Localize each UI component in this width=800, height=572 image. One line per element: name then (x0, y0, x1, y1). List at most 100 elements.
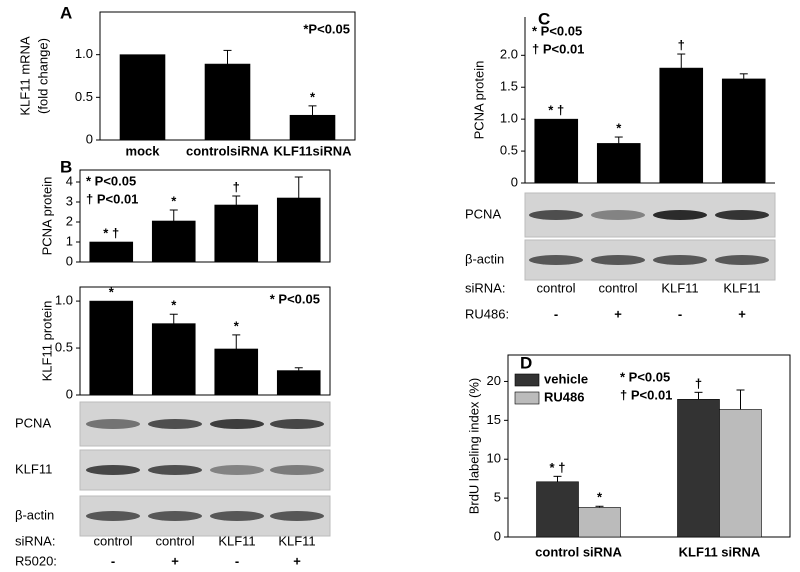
y-tick-label: 1.0 (75, 46, 93, 61)
condition-value: control (155, 533, 194, 548)
bar (204, 63, 251, 141)
y-tick-label: 1 (66, 233, 73, 248)
y-tick-label: 20 (487, 373, 501, 388)
y-axis-label: KLF11 protein (39, 301, 54, 382)
bar (89, 300, 134, 396)
bar (659, 67, 704, 184)
bar (151, 220, 196, 263)
x-tick-label: KLF11siRNA (273, 143, 352, 158)
condition-value: KLF11 (723, 280, 760, 295)
significance-marker: * (597, 490, 603, 505)
annotation: * P<0.05 (620, 369, 670, 384)
y-tick-label: 0 (66, 253, 73, 268)
condition-value: KLF11 (278, 533, 315, 548)
blot-band (653, 210, 707, 220)
blot-row-label: β-actin (15, 507, 54, 522)
bar (596, 143, 641, 184)
blot-band (86, 511, 140, 521)
blot-band (210, 465, 264, 475)
significance-marker: * (109, 285, 115, 300)
plot-frame (79, 286, 331, 396)
blot-band (529, 255, 583, 265)
bar (151, 323, 196, 396)
blot-band (270, 465, 324, 475)
bar (119, 54, 166, 141)
y-axis-label: KLF11 mRNA (17, 36, 32, 116)
condition-value: control (598, 280, 637, 295)
y-tick-label: 10 (487, 451, 501, 466)
condition-value: - (678, 306, 682, 321)
y-axis-label: (fold change) (35, 38, 50, 114)
panel-label: B (60, 157, 72, 176)
y-tick-label: 2 (66, 213, 73, 228)
annotation: *P<0.05 (303, 21, 350, 36)
legend-swatch (514, 391, 540, 405)
x-tick-label: control siRNA (535, 544, 622, 559)
significance-marker: * (171, 298, 177, 313)
blot-band (715, 255, 769, 265)
blot-band (86, 419, 140, 429)
significance-marker: † (233, 179, 240, 194)
bar (214, 204, 259, 263)
bar (89, 241, 134, 263)
condition-value: KLF11 (218, 533, 255, 548)
bar (276, 197, 321, 263)
y-tick-label: 4 (66, 173, 73, 188)
annotation: * P<0.05 (270, 291, 320, 306)
bar (534, 118, 579, 184)
bar (721, 78, 766, 184)
y-tick-label: 0.5 (75, 89, 93, 104)
blot-band (653, 255, 707, 265)
annotation: * P<0.05 (86, 173, 136, 188)
significance-marker: † (678, 37, 685, 52)
blot-band (210, 511, 264, 521)
condition-label: siRNA: (15, 533, 55, 548)
blot-band (715, 210, 769, 220)
condition-label: siRNA: (465, 280, 505, 295)
condition-value: + (614, 306, 622, 321)
y-tick-label: 0.5 (500, 143, 518, 158)
y-tick-label: 1.0 (55, 293, 73, 308)
condition-value: - (554, 306, 558, 321)
blot-band (148, 465, 202, 475)
panel-label: D (520, 353, 532, 372)
condition-label: RU486: (465, 306, 509, 321)
y-tick-label: 3 (66, 193, 73, 208)
blot-band (86, 465, 140, 475)
legend-label: RU486 (544, 389, 584, 404)
annotation: * P<0.05 (532, 23, 582, 38)
blot-row-label: β-actin (465, 251, 504, 266)
condition-value: control (93, 533, 132, 548)
condition-label: R5020: (15, 553, 57, 568)
y-tick-label: 2.0 (500, 47, 518, 62)
y-tick-label: 15 (487, 412, 501, 427)
y-axis-label: PCNA protein (471, 61, 486, 140)
y-axis-label: BrdU labeling index (%) (466, 378, 481, 515)
significance-marker: * (616, 120, 622, 135)
blot-band (210, 419, 264, 429)
condition-value: + (171, 553, 179, 568)
legend-swatch (514, 373, 540, 387)
annotation: † P<0.01 (620, 387, 672, 402)
blot-row-label: PCNA (15, 415, 51, 430)
bar (677, 399, 720, 538)
bar (214, 348, 259, 396)
significance-marker: * (310, 89, 316, 104)
condition-value: - (111, 553, 115, 568)
y-tick-label: 1.0 (500, 111, 518, 126)
condition-value: + (293, 553, 301, 568)
y-tick-label: 0 (494, 528, 501, 543)
y-tick-label: 0 (86, 131, 93, 146)
bar (719, 409, 762, 538)
bar (276, 370, 321, 396)
y-axis-label: PCNA protein (39, 177, 54, 256)
blot-band (270, 419, 324, 429)
panel-label: A (60, 3, 72, 22)
blot-row-label: PCNA (465, 206, 501, 221)
annotation: † P<0.01 (532, 41, 584, 56)
condition-value: KLF11 (661, 280, 698, 295)
plot-frame (79, 169, 331, 263)
x-tick-label: KLF11 siRNA (679, 544, 761, 559)
blot-band (529, 210, 583, 220)
